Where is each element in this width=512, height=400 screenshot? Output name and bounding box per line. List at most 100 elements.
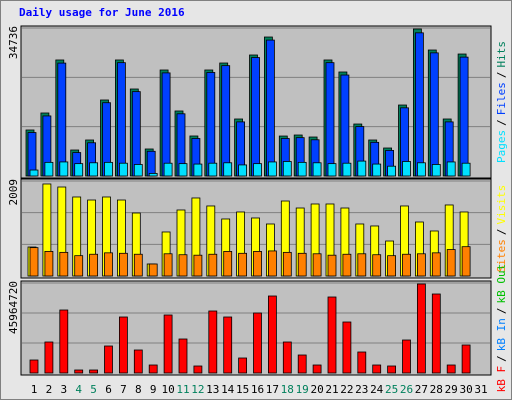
bar	[89, 162, 98, 177]
bar	[282, 161, 292, 177]
x-tick-label: 22	[340, 383, 353, 396]
bar	[44, 161, 54, 177]
bar	[223, 251, 233, 277]
bar	[89, 369, 98, 374]
bar	[414, 32, 424, 177]
x-tick-label: 1	[31, 383, 38, 396]
bar	[74, 255, 84, 277]
bar	[117, 62, 126, 177]
bar	[104, 345, 113, 374]
x-tick-label: 28	[430, 383, 443, 396]
bar	[461, 344, 471, 374]
bar	[459, 56, 469, 177]
bar	[265, 39, 275, 177]
bar	[446, 161, 456, 177]
bar	[312, 253, 322, 277]
bar	[133, 253, 143, 277]
bar	[29, 359, 39, 374]
bar	[148, 263, 158, 277]
bar	[44, 251, 54, 277]
bar	[282, 341, 292, 374]
bar	[267, 250, 277, 277]
bar	[59, 251, 69, 277]
bar	[133, 349, 143, 374]
legend-entry: kB In	[495, 318, 508, 351]
bar	[297, 354, 307, 374]
bar	[119, 316, 128, 374]
bar	[416, 162, 426, 177]
x-tick-label: 10	[161, 383, 174, 396]
bar	[238, 164, 248, 177]
bar	[387, 165, 397, 177]
bar	[357, 253, 367, 277]
x-tick-label: 4	[75, 383, 82, 396]
bar	[238, 357, 248, 374]
bar	[312, 364, 322, 374]
legend-separator: /	[495, 355, 508, 362]
x-tick-label: 9	[150, 383, 157, 396]
legend-separator: /	[495, 72, 508, 79]
bar	[327, 163, 337, 177]
bar	[57, 62, 67, 177]
x-tick-label: 29	[445, 383, 458, 396]
bar	[431, 252, 441, 277]
x-tick-label: 16	[251, 383, 264, 396]
bar	[387, 255, 397, 277]
bar	[312, 162, 322, 177]
bar	[267, 295, 277, 374]
bar	[416, 283, 426, 374]
bar	[208, 253, 218, 277]
bar	[104, 252, 113, 277]
bar	[372, 364, 382, 374]
bar	[148, 173, 158, 177]
y-tick-label: 34736	[7, 26, 20, 59]
bar	[327, 254, 337, 277]
x-tick-label: 23	[355, 383, 368, 396]
bar	[297, 252, 307, 277]
bar	[342, 162, 352, 177]
bar	[340, 74, 350, 177]
bar	[133, 164, 143, 177]
bar	[416, 253, 426, 277]
legend-separator: /	[495, 307, 508, 314]
legend-entry: kB F	[495, 366, 508, 393]
x-tick-label: 5	[90, 383, 97, 396]
y-tick-label: 2009	[7, 179, 20, 206]
x-tick-label: 17	[266, 383, 279, 396]
bar	[431, 293, 441, 374]
bar	[148, 364, 158, 374]
bar	[178, 163, 188, 177]
x-tick-label: 25	[385, 383, 398, 396]
bar	[325, 62, 335, 177]
bar	[223, 316, 233, 374]
bar	[161, 72, 171, 177]
legend: Pages / Files / Hits	[495, 41, 508, 163]
x-tick-label: 26	[400, 383, 413, 396]
legend-entry: Visits	[495, 185, 508, 225]
bar	[402, 339, 411, 374]
bar	[429, 52, 439, 177]
x-tick-label: 21	[325, 383, 338, 396]
x-tick-label: 24	[370, 383, 384, 396]
x-tick-label: 2	[46, 383, 53, 396]
legend: Sites / Visits	[495, 185, 508, 273]
bar	[206, 72, 216, 177]
bar	[251, 57, 260, 177]
x-tick-label: 3	[60, 383, 67, 396]
bar	[402, 161, 411, 177]
bar	[402, 253, 411, 277]
bar	[461, 162, 471, 177]
x-tick-label: 18	[281, 383, 294, 396]
bar	[193, 163, 203, 177]
bar	[208, 310, 218, 374]
legend-entry: Hits	[495, 41, 508, 68]
x-tick-label: 31	[474, 383, 487, 396]
x-tick-label: 20	[310, 383, 323, 396]
bar	[74, 163, 84, 177]
bar	[253, 163, 262, 177]
x-tick-label: 11	[176, 383, 189, 396]
bar	[163, 314, 173, 374]
bar	[29, 169, 39, 177]
bar	[223, 162, 233, 177]
